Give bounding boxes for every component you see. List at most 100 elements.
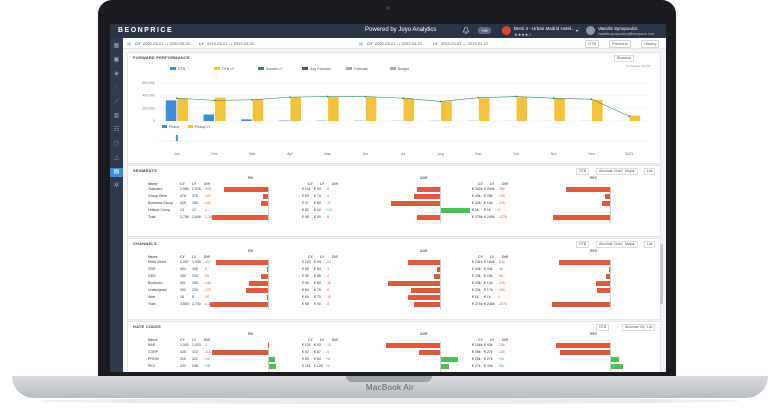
column-header[interactable]: LY: [320, 338, 325, 342]
column-header[interactable]: CY: [180, 338, 185, 342]
analytics-icon[interactable]: ▤: [110, 168, 123, 177]
grid-icon[interactable]: ▦: [113, 43, 120, 49]
diff-bar[interactable]: [553, 215, 610, 220]
column-header[interactable]: LY: [192, 182, 197, 186]
legend-label[interactable]: Pickup LY: [195, 125, 211, 129]
column-header[interactable]: LY: [192, 255, 197, 259]
cy2-date-range[interactable]: 2020-03-01 ↔ 2020-04-21: [375, 41, 423, 46]
message-icon[interactable]: ◻: [114, 141, 119, 147]
bar-otb-ly[interactable]: [441, 101, 452, 121]
diff-bar[interactable]: [224, 187, 268, 192]
user-avatar[interactable]: [586, 26, 595, 35]
diff-bar[interactable]: [602, 201, 610, 206]
diff-bar[interactable]: [263, 194, 268, 199]
diff-bar[interactable]: [413, 194, 440, 199]
diff-bar[interactable]: [611, 357, 620, 362]
diff-bar[interactable]: [261, 201, 268, 206]
diff-bar[interactable]: [210, 302, 268, 307]
diff-bar[interactable]: [560, 350, 610, 355]
control-select[interactable]: Mayor: [622, 241, 638, 248]
calendar-icon[interactable]: ▤: [359, 41, 363, 46]
compare-select[interactable]: Previous: [609, 40, 631, 48]
column-header[interactable]: Diff: [204, 182, 210, 186]
legend-label[interactable]: OTB: [178, 67, 186, 71]
legend-label[interactable]: Avg Forecast: [310, 67, 331, 71]
hotel-name[interactable]: Bemi 3 - Urban Madrid Hotel...: [514, 26, 575, 31]
diff-bar[interactable]: [245, 288, 268, 293]
column-header[interactable]: CY: [180, 255, 185, 259]
column-header[interactable]: Diff: [204, 338, 210, 342]
diff-bar[interactable]: [596, 288, 610, 293]
diff-bar[interactable]: [269, 364, 277, 369]
diff-bar[interactable]: [552, 302, 610, 307]
bar-otb-ly[interactable]: [177, 98, 188, 121]
diff-bar[interactable]: [441, 357, 458, 362]
column-header[interactable]: CY: [478, 338, 483, 342]
bar-otb-ly[interactable]: [516, 97, 528, 121]
user-name[interactable]: Vassilis Synopoulos: [598, 26, 638, 31]
diff-bar[interactable]: [559, 260, 610, 265]
column-header[interactable]: Diff: [332, 255, 338, 259]
control-select[interactable]: OTB: [576, 241, 590, 248]
diff-bar[interactable]: [609, 267, 610, 272]
column-header[interactable]: LY: [490, 182, 495, 186]
diff-bar[interactable]: [416, 215, 440, 220]
diff-bar[interactable]: [604, 194, 610, 199]
diff-bar[interactable]: [436, 267, 440, 272]
column-header[interactable]: LY: [490, 338, 495, 342]
diff-bar[interactable]: [388, 281, 440, 286]
diff-bar[interactable]: [411, 288, 440, 293]
bar-otb-ly[interactable]: [554, 98, 565, 121]
column-header[interactable]: LY: [320, 255, 325, 259]
alert-icon[interactable]: △: [114, 155, 119, 161]
chevron-down-icon[interactable]: ▾: [576, 28, 579, 33]
bar-pickup[interactable]: [175, 135, 178, 141]
diff-bar[interactable]: [215, 260, 268, 265]
diff-bar[interactable]: [416, 187, 440, 192]
diff-bar[interactable]: [386, 343, 440, 348]
diff-bar[interactable]: [611, 364, 624, 369]
column-header[interactable]: CY: [478, 255, 483, 259]
diff-bar[interactable]: [212, 350, 268, 355]
bar-otb[interactable]: [241, 119, 252, 121]
control-select[interactable]: OTB: [596, 324, 610, 331]
column-header[interactable]: Diff: [502, 255, 508, 259]
bar-otb-ly[interactable]: [403, 98, 415, 121]
diff-bar[interactable]: [419, 350, 440, 355]
column-header[interactable]: Diff: [332, 182, 338, 186]
bar-otb-ly[interactable]: [252, 99, 264, 121]
diff-bar[interactable]: [407, 295, 440, 300]
metric-select[interactable]: Revenue: [614, 55, 635, 62]
legend-label[interactable]: Pickup: [169, 125, 180, 129]
column-header[interactable]: CY: [308, 182, 313, 186]
bar-otb-ly[interactable]: [328, 97, 339, 121]
bar-otb-ly[interactable]: [290, 97, 301, 121]
trend-icon[interactable]: ⟋: [114, 99, 119, 105]
diff-bar[interactable]: [249, 281, 268, 286]
diff-bar[interactable]: [269, 357, 275, 362]
notifications-badge[interactable]: +99: [478, 27, 491, 34]
diff-bar[interactable]: [433, 274, 440, 279]
bell-icon[interactable]: [462, 26, 470, 35]
control-select[interactable]: List: [644, 168, 656, 175]
column-header[interactable]: Diff: [332, 338, 338, 342]
scrollbar[interactable]: [660, 244, 663, 304]
diff-bar[interactable]: [407, 260, 440, 265]
diff-bar[interactable]: [605, 274, 610, 279]
column-header[interactable]: LY: [320, 182, 325, 186]
chat-icon[interactable]: ◌: [114, 85, 119, 91]
column-header[interactable]: LY: [490, 255, 495, 259]
legend-label[interactable]: OTB LY: [222, 67, 235, 71]
column-header[interactable]: Diff: [502, 182, 508, 186]
cy-date-range[interactable]: 2020-05-01 ↔ 2020-05-31: [143, 41, 191, 46]
mode-select[interactable]: OTB: [585, 40, 600, 48]
diff-bar[interactable]: [266, 295, 268, 300]
diff-bar[interactable]: [441, 208, 470, 213]
column-header[interactable]: Name: [148, 182, 158, 186]
calendar-icon[interactable]: ▣: [113, 57, 120, 63]
control-select[interactable]: List: [644, 241, 656, 248]
bar-otb-ly[interactable]: [215, 97, 226, 121]
ly2-date-range[interactable]: 2019-03-01 ↔ 2019-04-22: [441, 41, 489, 46]
column-header[interactable]: CY: [308, 338, 313, 342]
bar-otb-ly[interactable]: [629, 115, 641, 121]
